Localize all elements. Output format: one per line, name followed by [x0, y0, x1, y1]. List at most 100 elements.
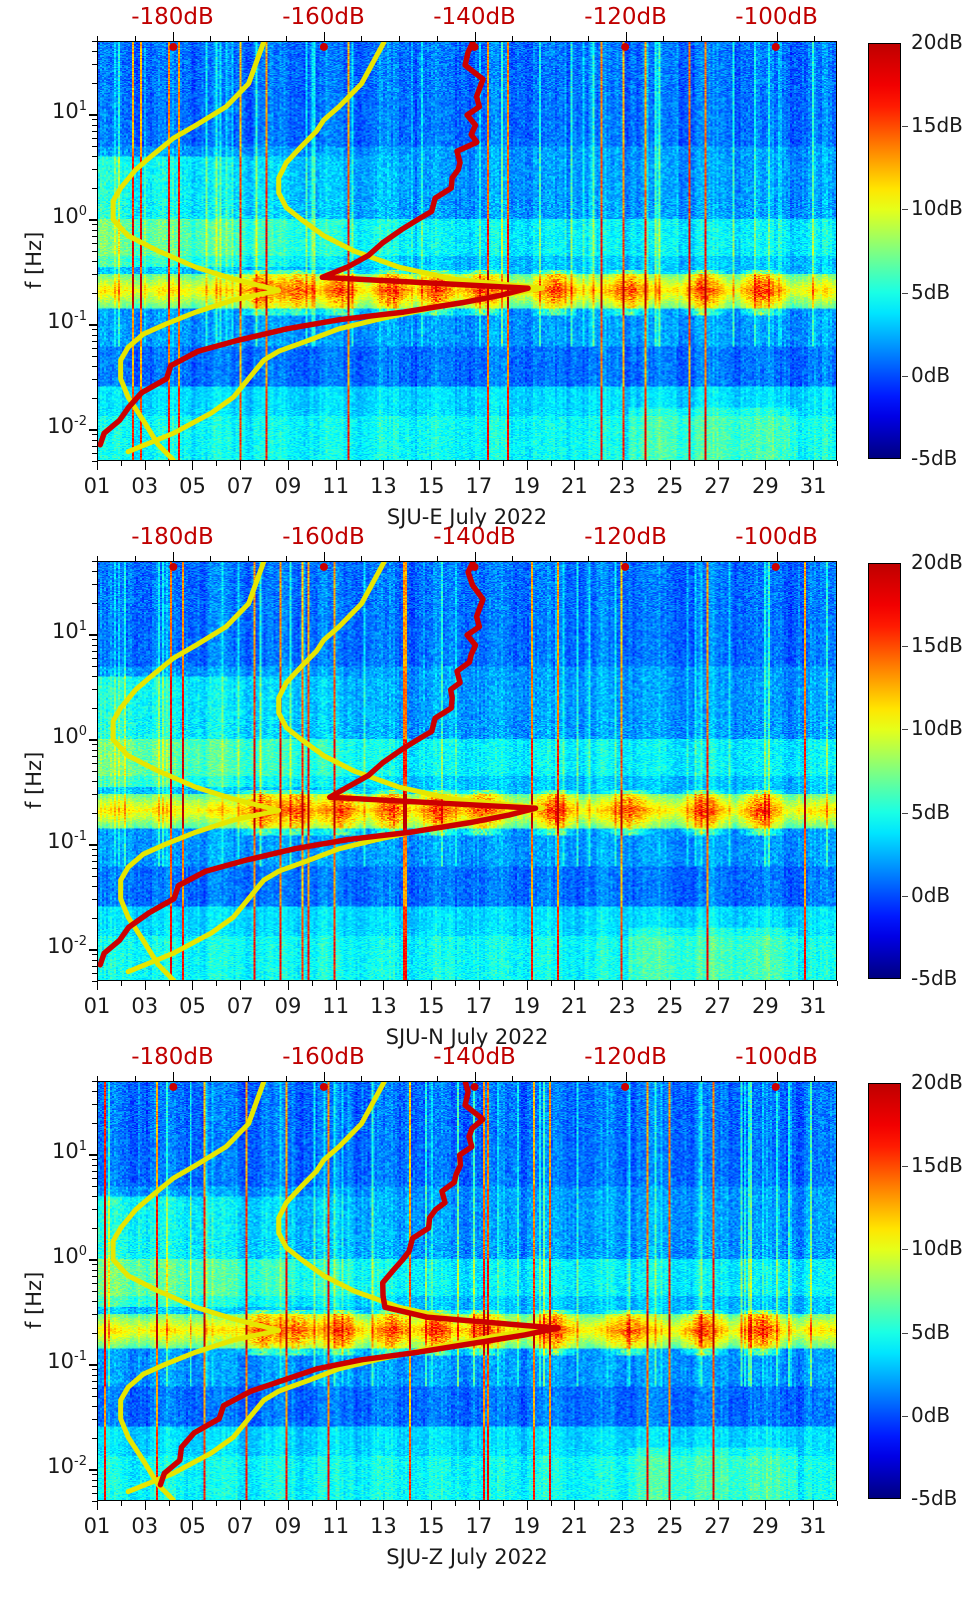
- x-axis-tick-label: 09: [274, 1514, 302, 1538]
- x-axis-minor-tickmark: [455, 461, 457, 466]
- x-axis-tickmark: [97, 461, 98, 470]
- x-axis-tickmark: [240, 981, 242, 990]
- x-axis-tick-label: 05: [179, 994, 206, 1018]
- panel-sju-n: -180dB -160dB -140dB -120dB -100dB 101 100 10-1…: [0, 520, 962, 1053]
- y-axis-minor-tickmark: [92, 356, 97, 357]
- y-axis-minor-tickmark: [92, 1186, 97, 1187]
- db-axis-minor-tickmark: [210, 556, 212, 561]
- x-axis-minor-tickmark: [550, 1501, 552, 1506]
- colorbar: [868, 1083, 901, 1499]
- x-axis-tick-label: 23: [608, 1514, 636, 1538]
- colorbar-tick-label: 15dB: [911, 113, 962, 138]
- y-axis-minor-tickmark: [92, 755, 97, 757]
- x-axis-tickmark: [574, 1501, 576, 1510]
- db-axis-minor-tickmark: [134, 36, 136, 41]
- y-axis-tickmark: [89, 1469, 97, 1472]
- db-axis-minor-tickmark: [248, 556, 250, 561]
- y-axis-minor-tickmark: [92, 954, 97, 956]
- y-axis-minor-tickmark: [92, 1474, 97, 1476]
- y-axis-tickmark: [89, 324, 97, 327]
- y-axis-minor-tickmark: [92, 445, 97, 447]
- colorbar-tick-label: 15dB: [911, 1153, 962, 1178]
- y-axis-minor-tickmark: [92, 602, 97, 604]
- x-axis-tickmark: [574, 461, 576, 470]
- db-axis-minor-tickmark: [814, 556, 816, 561]
- colorbar-tickmark: [902, 646, 908, 648]
- x-axis-tickmark: [97, 1501, 98, 1510]
- db-axis-tick--100: -100dB: [735, 1044, 818, 1070]
- x-axis-minor-tickmark: [598, 981, 600, 986]
- x-axis-tickmark: [813, 981, 815, 990]
- x-axis-tickmark: [478, 1501, 480, 1510]
- y-axis-minor-tickmark: [92, 119, 97, 121]
- y-axis-minor-tickmark: [92, 639, 97, 641]
- y-axis-minor-tickmark: [92, 1170, 97, 1172]
- y-axis-minor-tickmark: [92, 762, 97, 764]
- colorbar-tickmark: [902, 729, 908, 731]
- y-axis-tick-label: 101: [51, 1139, 87, 1164]
- x-axis-minor-tickmark: [455, 1501, 457, 1506]
- y-axis-minor-tickmark: [92, 82, 97, 84]
- x-axis-tick-label: 05: [179, 1514, 206, 1538]
- db-axis-minor-tickmark: [361, 556, 363, 561]
- x-axis-minor-tickmark: [168, 461, 170, 466]
- x-axis-tickmark: [383, 461, 385, 470]
- x-axis-tick-label: 11: [322, 474, 350, 498]
- x-axis-minor-tickmark: [120, 1501, 122, 1506]
- colorbar-tick-label: 20dB: [911, 30, 962, 54]
- x-axis-tickmark: [669, 981, 671, 990]
- x-axis-tick-label: 31: [799, 1514, 827, 1538]
- y-axis-tickmark: [89, 429, 97, 432]
- y-axis-minor-tickmark: [92, 1437, 97, 1439]
- y-axis-minor-tickmark: [92, 274, 97, 276]
- db-axis-minor-tickmark: [738, 556, 740, 561]
- db-axis-marker: [319, 1082, 328, 1091]
- x-axis-minor-tickmark: [789, 461, 791, 466]
- db-axis-minor-tickmark: [210, 1076, 212, 1081]
- y-axis-minor-tickmark: [92, 1369, 97, 1371]
- db-axis-minor-tickmark: [814, 36, 816, 41]
- y-axis-tick-label: 10-2: [47, 414, 87, 439]
- x-axis-minor-tickmark: [359, 1501, 361, 1506]
- y-axis-minor-tickmark: [92, 340, 97, 342]
- x-axis-minor-tickmark: [550, 981, 552, 986]
- x-axis-minor-tickmark: [168, 1501, 170, 1506]
- db-axis-tick--160: -160dB: [282, 524, 365, 550]
- db-axis-minor-tickmark: [134, 556, 136, 561]
- colorbar-tickmark: [902, 375, 908, 377]
- x-axis-tick-label: 29: [752, 994, 779, 1018]
- y-axis-tickmark: [89, 634, 97, 637]
- x-axis-minor-tickmark: [168, 981, 170, 986]
- x-axis-minor-tickmark: [646, 1501, 648, 1506]
- db-axis-marker: [470, 42, 479, 51]
- y-axis-minor-tickmark: [92, 886, 97, 888]
- noise-model-overlay: [98, 562, 780, 980]
- db-axis-minor-tickmark: [399, 1076, 401, 1081]
- colorbar-tick-label: -5dB: [911, 966, 958, 990]
- x-axis-title-sju-e: SJU-E July 2022: [386, 505, 548, 529]
- y-axis-minor-tickmark: [92, 959, 97, 961]
- db-axis-minor-tickmark: [701, 36, 703, 41]
- db-axis-marker: [319, 562, 328, 571]
- x-axis-tick-label: 25: [656, 994, 684, 1018]
- x-axis-tickmark: [192, 461, 194, 470]
- y-axis-minor-tickmark: [92, 644, 97, 646]
- db-axis-marker: [621, 562, 630, 571]
- db-axis-minor-tickmark: [210, 36, 212, 41]
- x-axis-tick-label: 21: [561, 474, 588, 498]
- y-axis-minor-tickmark: [92, 261, 97, 263]
- x-axis-tick-label: 07: [226, 994, 254, 1018]
- x-axis-tick-label: 01: [83, 1514, 111, 1538]
- x-axis-tick-label: 19: [513, 474, 541, 498]
- x-axis-tickmark: [383, 1501, 385, 1510]
- x-axis-tick-label: 09: [274, 994, 302, 1018]
- x-axis-minor-tickmark: [693, 981, 695, 986]
- x-axis-tick-label: 15: [417, 994, 445, 1018]
- y-axis-minor-tickmark: [92, 650, 97, 652]
- colorbar-tick-label: -5dB: [911, 446, 958, 470]
- db-axis-minor-tickmark: [587, 556, 589, 561]
- db-axis-minor-tickmark: [436, 556, 438, 561]
- y-axis-minor-tickmark: [92, 461, 97, 462]
- db-axis-tickmark: [474, 552, 476, 561]
- noise-model-overlay: [98, 42, 780, 460]
